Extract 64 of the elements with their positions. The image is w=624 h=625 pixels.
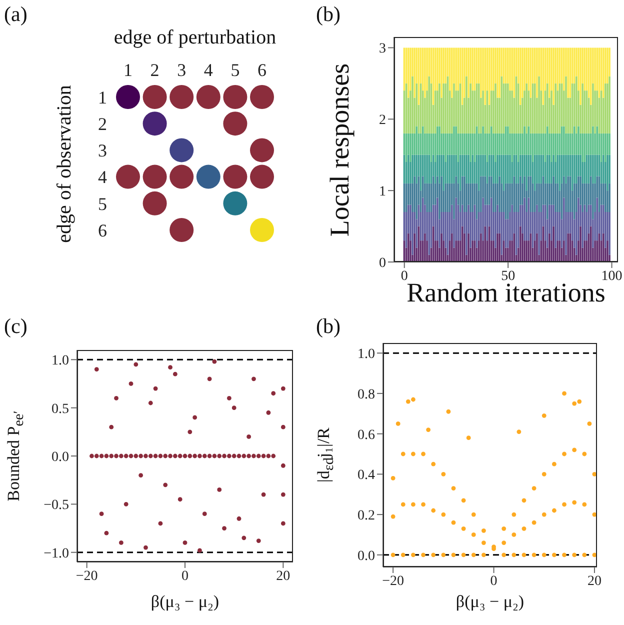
x-tick-label: 3: [177, 60, 186, 80]
point: [170, 138, 194, 162]
x-tick-label: 100: [601, 268, 622, 284]
point: [142, 85, 167, 109]
y-tick-label: −0.5: [44, 498, 69, 514]
y-tick-label: 1.0: [358, 347, 375, 362]
point: [142, 164, 167, 189]
y-tick-label: 0: [379, 256, 386, 271]
x-axis-title: β(μ₃ − μ₂): [150, 592, 220, 612]
y-tick-label: 1: [98, 87, 107, 108]
y-tick-label: 0.4: [358, 468, 375, 484]
y-tick-label: 1: [379, 184, 386, 200]
x-tick-label: 4: [204, 60, 213, 80]
point: [116, 85, 140, 109]
chart-title: (b): [316, 2, 340, 27]
y-tick-label: 0.2: [358, 508, 375, 524]
x-tick-label: −20: [76, 568, 98, 584]
x-tick-label: 20: [587, 574, 602, 589]
x-tick-label: 2: [150, 60, 160, 80]
x-tick-label: 0: [490, 574, 498, 589]
y-axis-title: edge of observation: [54, 84, 76, 242]
point: [223, 164, 248, 189]
y-tick-label: 3: [98, 140, 107, 161]
point: [223, 85, 248, 109]
y-tick-label: 0.0: [52, 450, 69, 465]
point: [250, 85, 274, 109]
x-tick-label: 20: [276, 568, 290, 584]
chart-title: (b): [316, 314, 340, 339]
point: [223, 112, 248, 136]
point: [250, 138, 274, 162]
y-tick-label: 4: [98, 167, 107, 188]
y-tick-label: 0.0: [358, 548, 375, 564]
y-tick-label: 0.6: [358, 428, 375, 443]
point: [142, 112, 167, 136]
x-tick-label: 5: [230, 60, 240, 80]
point: [142, 191, 167, 216]
point: [196, 85, 220, 109]
x-tick-label: 6: [258, 60, 266, 80]
chart-title: (a): [4, 2, 28, 27]
point: [116, 164, 140, 189]
y-tick-label: 6: [98, 220, 107, 240]
y-tick-label: 5: [98, 194, 107, 214]
x-axis-title: edge of perturbation: [114, 26, 276, 50]
point: [250, 164, 274, 189]
x-tick-label: 1: [124, 60, 132, 80]
x-tick-label: 0: [400, 268, 408, 284]
point: [223, 191, 248, 216]
x-tick-label: −20: [382, 574, 404, 589]
y-tick-label: 1.0: [52, 354, 69, 369]
y-tick-label: 0.5: [52, 402, 69, 417]
point: [170, 164, 194, 189]
chart-title: (c): [4, 314, 28, 339]
y-tick-label: 0.8: [358, 387, 375, 402]
point: [170, 85, 194, 109]
y-tick-label: 2: [379, 113, 386, 128]
point: [196, 164, 220, 189]
x-axis-title: β(μ₃ − μ₂): [456, 592, 524, 612]
y-axis-title: Local responses: [324, 62, 356, 236]
point: [170, 218, 194, 242]
y-tick-label: 3: [379, 42, 386, 57]
point: [250, 218, 274, 242]
y-tick-label: 2: [98, 114, 107, 134]
y-tick-label: −1.0: [44, 546, 69, 562]
x-tick-label: 0: [182, 568, 188, 584]
